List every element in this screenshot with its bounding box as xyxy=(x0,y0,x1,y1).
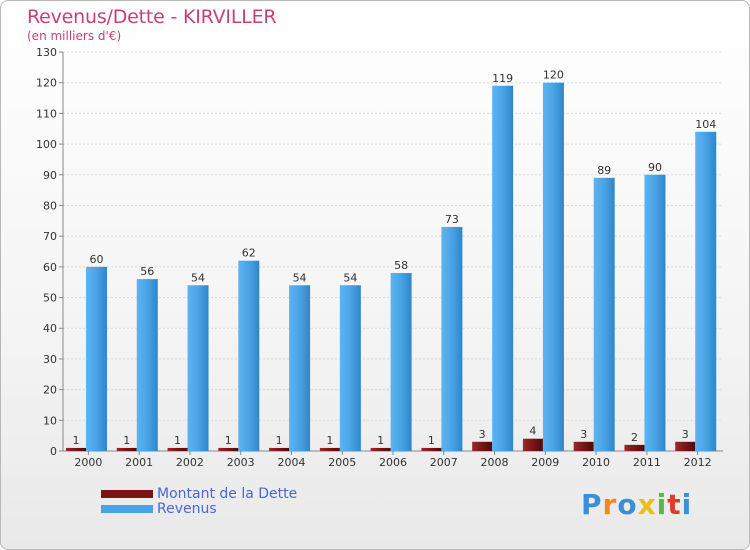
data-label-revenus: 73 xyxy=(445,213,459,226)
data-label-dette: 1 xyxy=(174,434,181,447)
data-label-dette: 1 xyxy=(377,434,384,447)
bar-dette xyxy=(167,447,188,451)
data-label-revenus: 62 xyxy=(242,247,256,260)
y-tick-label: 30 xyxy=(43,353,57,366)
y-tick-label: 60 xyxy=(43,261,57,274)
x-tick-label: 2010 xyxy=(582,456,610,469)
x-tick-label: 2000 xyxy=(74,456,102,469)
proxiti-logo: Proxiti xyxy=(581,488,693,521)
legend-item-revenus: Revenus xyxy=(101,500,297,517)
bar-revenus xyxy=(593,177,615,452)
data-label-dette: 1 xyxy=(225,434,232,447)
y-tick-label: 120 xyxy=(36,77,57,90)
bar-dette xyxy=(421,447,442,451)
bar-revenus xyxy=(289,285,311,451)
legend-swatch-dette xyxy=(101,489,153,498)
x-tick-label: 2007 xyxy=(430,456,458,469)
bar-dette xyxy=(675,441,696,451)
bar-dette xyxy=(269,447,290,451)
bar-revenus xyxy=(187,285,209,451)
bar-dette xyxy=(218,447,239,451)
bar-dette xyxy=(319,447,340,451)
x-tick-label: 2006 xyxy=(379,456,407,469)
bar-dette xyxy=(624,444,645,451)
y-tick-label: 70 xyxy=(43,230,57,243)
data-label-revenus: 119 xyxy=(492,72,513,85)
bar-dette xyxy=(522,438,543,451)
data-label-dette: 2 xyxy=(631,431,638,444)
x-tick-label: 2003 xyxy=(227,456,255,469)
chart-subtitle: (en milliers d'€) xyxy=(27,29,122,43)
data-label-dette: 3 xyxy=(682,428,689,441)
data-label-revenus: 90 xyxy=(648,161,662,174)
y-tick-label: 110 xyxy=(36,107,57,120)
bar-revenus xyxy=(238,260,260,451)
data-label-revenus: 54 xyxy=(191,271,205,284)
bar-dette xyxy=(370,447,391,451)
data-label-revenus: 89 xyxy=(597,164,611,177)
legend-label-dette: Montant de la Dette xyxy=(157,485,298,502)
data-label-revenus: 54 xyxy=(343,271,357,284)
data-label-dette: 4 xyxy=(529,425,536,438)
x-tick-label: 2004 xyxy=(277,456,305,469)
x-tick-label: 2005 xyxy=(328,456,356,469)
y-tick-label: 130 xyxy=(36,46,57,59)
bar-revenus xyxy=(441,226,463,451)
x-tick-label: 2008 xyxy=(481,456,509,469)
data-label-revenus: 54 xyxy=(293,271,307,284)
bar-dette xyxy=(66,447,86,451)
y-tick-label: 0 xyxy=(50,445,57,458)
bar-revenus xyxy=(339,285,361,451)
bar-revenus xyxy=(390,272,412,451)
data-label-revenus: 120 xyxy=(543,69,564,82)
bar-revenus xyxy=(86,266,107,451)
data-label-dette: 1 xyxy=(73,434,80,447)
chart-title: Revenus/Dette - KIRVILLER xyxy=(27,6,277,28)
bar-dette xyxy=(573,441,594,451)
data-label-revenus: 60 xyxy=(90,253,104,266)
legend-swatch-revenus xyxy=(101,504,153,513)
y-tick-label: 50 xyxy=(43,292,57,305)
bar-revenus xyxy=(136,279,158,451)
data-label-dette: 1 xyxy=(123,434,130,447)
data-label-revenus: 104 xyxy=(695,118,716,131)
data-label-dette: 3 xyxy=(580,428,587,441)
data-label-dette: 1 xyxy=(326,434,333,447)
legend-label-revenus: Revenus xyxy=(157,500,217,517)
legend-item-dette: Montant de la Dette xyxy=(101,485,298,502)
bar-revenus xyxy=(695,131,717,452)
y-tick-label: 90 xyxy=(43,169,57,182)
data-label-revenus: 58 xyxy=(394,259,408,272)
data-label-dette: 1 xyxy=(276,434,283,447)
y-tick-label: 40 xyxy=(43,322,57,335)
bar-revenus xyxy=(542,82,564,451)
x-tick-label: 2009 xyxy=(531,456,559,469)
data-label-dette: 1 xyxy=(428,434,435,447)
data-label-dette: 3 xyxy=(479,428,486,441)
y-tick-label: 80 xyxy=(43,199,57,212)
legend: Montant de la Dette Revenus xyxy=(101,485,298,517)
y-tick-label: 20 xyxy=(43,384,57,397)
y-tick-label: 10 xyxy=(43,414,57,427)
data-label-revenus: 56 xyxy=(140,265,154,278)
bar-revenus xyxy=(492,85,514,451)
bar-dette xyxy=(472,441,493,451)
x-tick-label: 2001 xyxy=(125,456,153,469)
y-tick-label: 100 xyxy=(36,138,57,151)
bar-revenus xyxy=(644,174,666,451)
bar-dette xyxy=(116,447,137,451)
x-tick-label: 2002 xyxy=(176,456,204,469)
x-tick-label: 2012 xyxy=(684,456,712,469)
x-tick-label: 2011 xyxy=(633,456,661,469)
